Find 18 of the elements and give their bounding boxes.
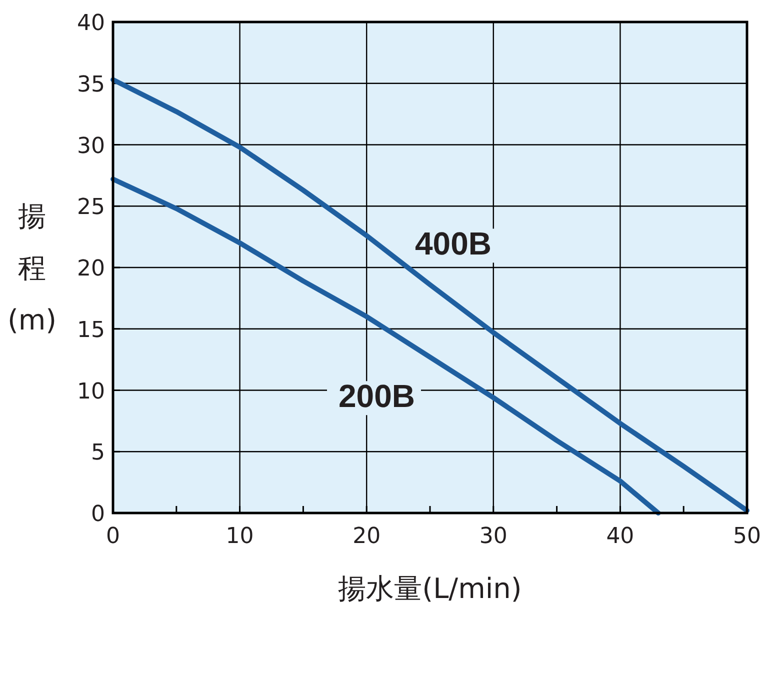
x-tick-label: 40 xyxy=(606,524,634,549)
y-tick-label: 40 xyxy=(77,11,105,36)
y-tick-label: 25 xyxy=(77,195,105,220)
y-axis-title: 揚程(m) xyxy=(7,200,57,336)
x-tick-label: 10 xyxy=(226,524,254,549)
series-label: 200B xyxy=(338,378,415,414)
x-axis-title: 揚水量(L/min) xyxy=(338,572,522,605)
y-tick-label: 0 xyxy=(91,502,105,527)
series-label: 400B xyxy=(415,226,492,262)
y-tick-label: 20 xyxy=(77,256,105,282)
x-tick-label: 50 xyxy=(733,524,761,549)
y-tick-label: 35 xyxy=(77,72,105,98)
y-tick-label: 30 xyxy=(77,134,105,159)
x-tick-label: 30 xyxy=(479,524,508,549)
y-tick-label: 5 xyxy=(91,440,105,466)
y-tick-label: 10 xyxy=(77,379,105,404)
x-tick-label: 20 xyxy=(352,524,381,549)
y-tick-label: 15 xyxy=(77,318,105,343)
